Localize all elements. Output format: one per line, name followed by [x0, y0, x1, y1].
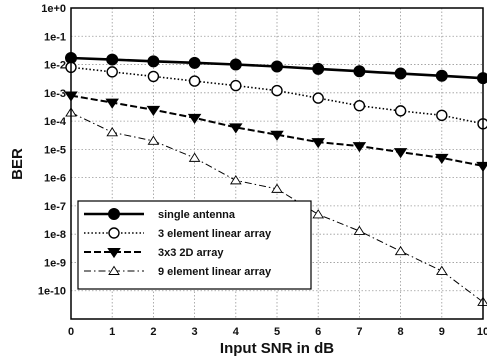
legend: single antenna 3 element linear array 3x3 …: [77, 200, 312, 290]
y-axis-title: BER: [9, 148, 26, 180]
grid-lines: [71, 8, 483, 319]
data-point-series-1: [106, 53, 119, 66]
data-point-series-2: [436, 109, 448, 122]
data-point-series-3: [270, 130, 284, 141]
data-point-series-1: [229, 58, 242, 71]
data-point-series-4: [271, 183, 283, 193]
y-tick-label: 1e-9: [44, 257, 66, 269]
data-point-series-2: [312, 92, 324, 104]
legend-marker-1: [108, 208, 120, 220]
y-tick-label: 1e-2: [44, 60, 66, 72]
legend-marker-3: [107, 247, 121, 259]
data-point-series-1: [394, 67, 407, 80]
data-point-series-3: [187, 113, 202, 124]
data-point-series-3: [435, 153, 449, 164]
y-tick-label: 1e-5: [44, 144, 66, 156]
legend-marker-4: [108, 265, 120, 275]
x-tick-label: 1: [109, 326, 115, 338]
x-tick-label: 9: [439, 326, 445, 338]
data-point-series-1: [312, 62, 325, 75]
y-tick-label: 1e-10: [38, 286, 66, 298]
data-point-series-4: [188, 152, 201, 162]
data-point-series-2: [353, 100, 366, 112]
data-point-series-4: [353, 225, 366, 235]
y-tick-label: 1e-7: [44, 201, 66, 213]
legend-label-1: single antenna: [158, 209, 236, 221]
data-point-series-4: [312, 209, 325, 219]
data-point-series-4: [106, 126, 119, 137]
y-tick-label: 1e-6: [44, 173, 66, 185]
legend-label-4: 9 element linear array: [158, 266, 272, 278]
x-tick-label: 7: [356, 326, 362, 338]
data-point-series-2: [271, 84, 283, 97]
x-tick-label: 3: [192, 326, 198, 338]
data-point-series-2: [394, 105, 407, 117]
x-tick-label: 2: [150, 326, 156, 338]
x-tick-label: 0: [68, 326, 74, 338]
x-tick-labels: 0 1 2 3 4 5 6 7 8 9 10: [68, 326, 487, 338]
plot-frame: [70, 7, 484, 320]
x-tick-label: 10: [477, 326, 487, 338]
legend-label-2: 3 element linear array: [158, 228, 272, 240]
data-point-series-1: [147, 55, 160, 68]
data-point-series-2: [147, 70, 160, 83]
data-point-series-2: [230, 79, 242, 92]
legend-marker-2: [108, 227, 120, 239]
y-tick-label: 1e-8: [44, 229, 66, 241]
data-point-series-4: [435, 265, 448, 275]
y-tick-label: 1e-3: [44, 88, 66, 100]
x-tick-label: 5: [274, 326, 280, 338]
data-point-series-3: [393, 148, 408, 159]
data-point-series-4: [394, 245, 407, 256]
data-point-series-3: [105, 98, 119, 109]
y-tick-label: 1e-4: [44, 116, 67, 128]
data-point-series-2: [106, 66, 118, 78]
y-tick-label: 1e+0: [41, 3, 66, 15]
y-tick-label: 1e-1: [44, 31, 66, 43]
x-axis-title: Input SNR in dB: [220, 340, 334, 357]
data-point-series-1: [435, 69, 448, 82]
data-point-series-3: [229, 123, 243, 134]
x-tick-label: 8: [398, 326, 404, 338]
data-point-series-1: [188, 56, 201, 69]
data-point-series-4: [147, 135, 160, 145]
data-point-series-3: [146, 105, 161, 116]
data-point-series-1: [353, 65, 366, 78]
x-tick-label: 4: [233, 326, 240, 338]
x-tick-label: 6: [315, 326, 321, 338]
y-tick-labels: 1e+0 1e-1 1e-2 1e-3 1e-4 1e-5 1e-6 1e-7 1e-8 1e-9…: [38, 3, 67, 298]
data-point-series-4: [229, 175, 242, 185]
data-point-series-2: [188, 75, 201, 87]
data-point-series-3: [352, 142, 367, 153]
legend-label-3: 3x3 2D array: [158, 247, 224, 259]
data-point-series-1: [271, 60, 283, 73]
data-point-series-3: [311, 138, 325, 149]
